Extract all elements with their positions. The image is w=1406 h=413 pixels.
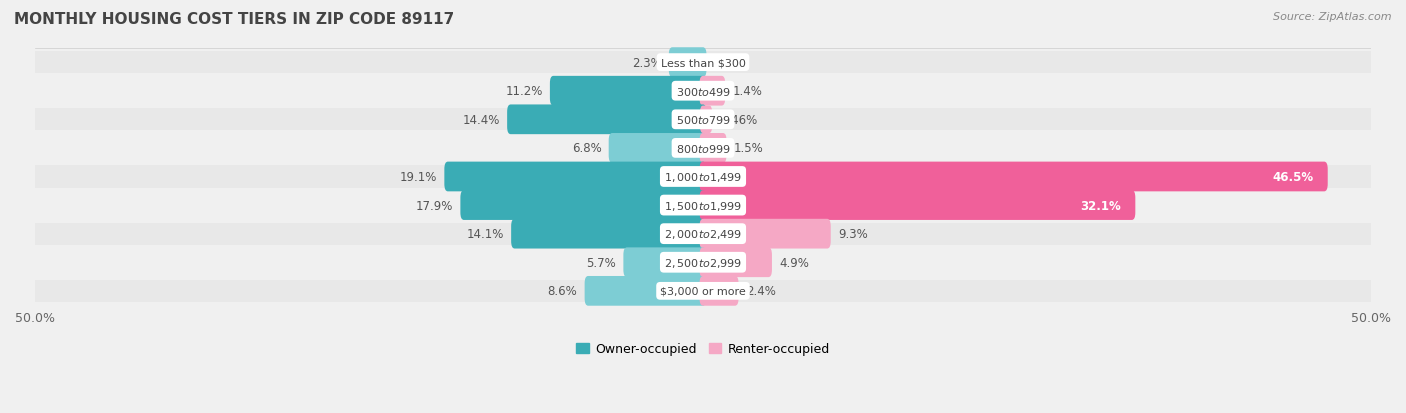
FancyBboxPatch shape [669, 48, 706, 78]
FancyBboxPatch shape [623, 248, 706, 278]
FancyBboxPatch shape [700, 77, 725, 106]
Text: 5.7%: 5.7% [586, 256, 616, 269]
Bar [35, 223, 1371, 245]
Text: 19.1%: 19.1% [399, 171, 437, 183]
Text: Source: ZipAtlas.com: Source: ZipAtlas.com [1274, 12, 1392, 22]
Bar [35, 166, 1371, 188]
FancyBboxPatch shape [700, 276, 738, 306]
Text: 2.3%: 2.3% [631, 57, 662, 69]
Text: $2,500 to $2,999: $2,500 to $2,999 [664, 256, 742, 269]
FancyBboxPatch shape [460, 191, 706, 221]
Text: 8.6%: 8.6% [548, 285, 578, 298]
Text: MONTHLY HOUSING COST TIERS IN ZIP CODE 89117: MONTHLY HOUSING COST TIERS IN ZIP CODE 8… [14, 12, 454, 27]
Legend: Owner-occupied, Renter-occupied: Owner-occupied, Renter-occupied [576, 343, 830, 356]
Text: $500 to $799: $500 to $799 [675, 114, 731, 126]
Bar [35, 280, 1371, 302]
Text: 1.4%: 1.4% [733, 85, 762, 98]
FancyBboxPatch shape [508, 105, 706, 135]
FancyBboxPatch shape [512, 219, 706, 249]
Bar [35, 252, 1371, 274]
Text: 2.4%: 2.4% [745, 285, 776, 298]
Text: $300 to $499: $300 to $499 [675, 85, 731, 97]
FancyBboxPatch shape [700, 219, 831, 249]
Text: 46.5%: 46.5% [1272, 171, 1313, 183]
Bar [35, 81, 1371, 102]
Text: 17.9%: 17.9% [416, 199, 453, 212]
FancyBboxPatch shape [444, 162, 706, 192]
FancyBboxPatch shape [700, 134, 727, 164]
FancyBboxPatch shape [585, 276, 706, 306]
Text: $3,000 or more: $3,000 or more [661, 286, 745, 296]
Bar [35, 52, 1371, 74]
Bar [35, 138, 1371, 160]
FancyBboxPatch shape [700, 106, 711, 134]
Text: 0.46%: 0.46% [720, 114, 756, 126]
Text: 6.8%: 6.8% [572, 142, 602, 155]
Text: 4.9%: 4.9% [779, 256, 808, 269]
Text: 32.1%: 32.1% [1080, 199, 1121, 212]
FancyBboxPatch shape [700, 191, 1135, 221]
Text: $800 to $999: $800 to $999 [675, 142, 731, 154]
Text: 14.4%: 14.4% [463, 114, 501, 126]
FancyBboxPatch shape [609, 134, 706, 164]
Text: $2,000 to $2,499: $2,000 to $2,499 [664, 228, 742, 241]
Bar [35, 109, 1371, 131]
FancyBboxPatch shape [700, 162, 1327, 192]
Text: 9.3%: 9.3% [838, 228, 868, 241]
FancyBboxPatch shape [550, 77, 706, 106]
FancyBboxPatch shape [700, 248, 772, 278]
Text: $1,500 to $1,999: $1,500 to $1,999 [664, 199, 742, 212]
Text: Less than $300: Less than $300 [661, 58, 745, 68]
Text: $1,000 to $1,499: $1,000 to $1,499 [664, 171, 742, 183]
Text: 14.1%: 14.1% [467, 228, 503, 241]
Bar [35, 195, 1371, 217]
Text: 11.2%: 11.2% [505, 85, 543, 98]
Text: 1.5%: 1.5% [734, 142, 763, 155]
